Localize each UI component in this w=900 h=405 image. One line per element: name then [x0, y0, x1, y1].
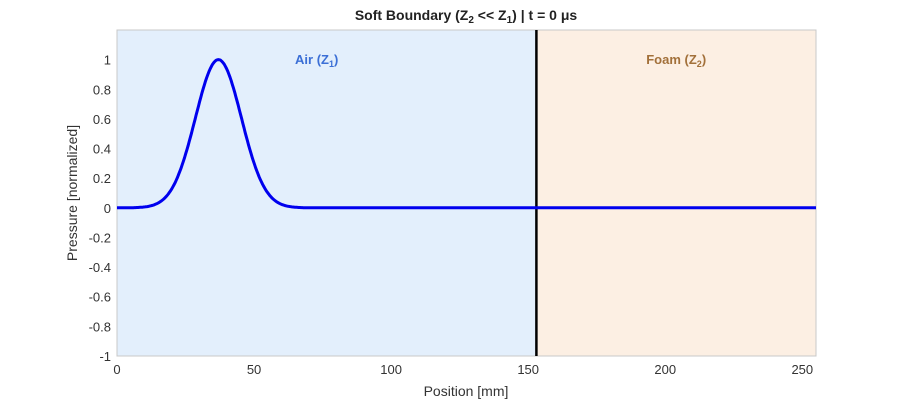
y-tick-label: -0.6	[89, 290, 111, 305]
x-tick-label: 100	[380, 362, 402, 377]
y-tick-label: 0.6	[93, 112, 111, 127]
x-tick-label: 0	[113, 362, 120, 377]
foam-region-label: Foam (Z2)	[646, 52, 706, 69]
y-tick-label: 0	[104, 201, 111, 216]
x-axis-label: Position [mm]	[424, 383, 509, 399]
x-tick-label: 200	[654, 362, 676, 377]
y-tick-label: -0.2	[89, 230, 111, 245]
y-tick-label: -1	[99, 349, 111, 364]
y-tick-label: 0.8	[93, 82, 111, 97]
x-tick-label: 150	[517, 362, 539, 377]
air-region	[117, 30, 537, 356]
y-axis-label: Pressure [normalized]	[64, 125, 80, 261]
foam-region	[536, 30, 816, 356]
pressure-series-line	[116, 58, 817, 210]
x-tick-label: 50	[247, 362, 261, 377]
y-tick-label: 0.2	[93, 171, 111, 186]
air-region-label: Air (Z1)	[295, 52, 338, 69]
y-tick-label: 0.4	[93, 142, 111, 157]
plot-frame	[116, 29, 817, 357]
y-tick-label: 1	[104, 53, 111, 68]
chart-title: Soft Boundary (Z2 << Z1) | t = 0 μs	[355, 7, 578, 26]
y-tick-label: -0.4	[89, 260, 111, 275]
y-tick-label: -0.8	[89, 319, 111, 334]
x-tick-label: 250	[791, 362, 813, 377]
